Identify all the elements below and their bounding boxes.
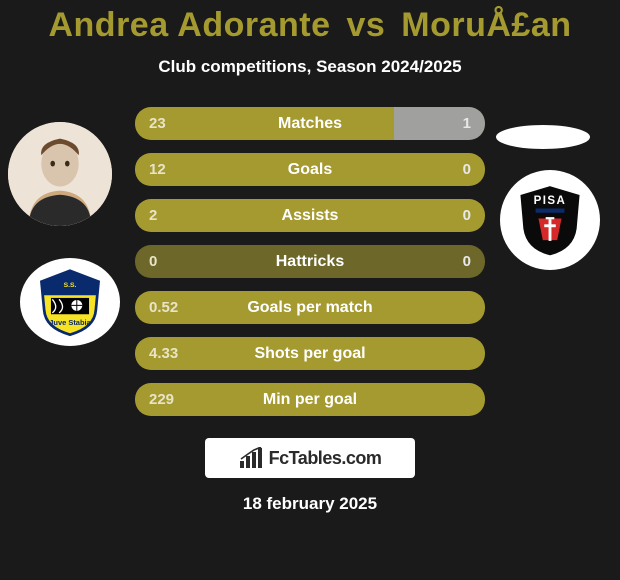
title-vs: vs [347, 6, 386, 44]
club-badge-juve-stabia-icon: S.S. Juve Stabia [36, 268, 104, 336]
stat-row: Hattricks0 0 [135, 245, 485, 278]
footer-logo: FcTables.com [205, 438, 415, 478]
subtitle: Club competitions, Season 2024/2025 [0, 57, 620, 77]
title-player2: MoruÅ£an [401, 6, 571, 44]
stat-value-right: 0 [463, 199, 471, 232]
stat-value-right: 0 [463, 153, 471, 186]
stat-label: Goals per match [135, 291, 485, 324]
bar-chart-icon [239, 447, 263, 469]
stat-row: Min per goal229 [135, 383, 485, 416]
club-badge-pisa-icon: PISA [514, 184, 586, 256]
stat-value-left: 229 [149, 383, 174, 416]
svg-text:S.S.: S.S. [64, 282, 77, 289]
avatar-placeholder-icon [8, 122, 112, 226]
stat-label: Assists [135, 199, 485, 232]
stat-value-left: 4.33 [149, 337, 178, 370]
footer-logo-text: FcTables.com [269, 448, 382, 469]
stat-label: Hattricks [135, 245, 485, 278]
comparison-card: Andrea Adorante vs MoruÅ£an Club competi… [0, 0, 620, 580]
stat-row: Shots per goal4.33 [135, 337, 485, 370]
page-title: Andrea Adorante vs MoruÅ£an [0, 6, 620, 45]
player2-club-badge: PISA [500, 170, 600, 270]
stat-value-right: 1 [463, 107, 471, 140]
player2-avatar [496, 125, 590, 149]
stat-row: Matches23 1 [135, 107, 485, 140]
title-player1: Andrea Adorante [48, 6, 330, 44]
stats-grid: Matches231Goals120Assists20Hattricks00Go… [135, 107, 485, 416]
stat-value-left: 0.52 [149, 291, 178, 324]
svg-text:Juve Stabia: Juve Stabia [49, 318, 91, 327]
stat-value-right: 0 [463, 245, 471, 278]
stat-label: Min per goal [135, 383, 485, 416]
stat-value-left: 2 [149, 199, 157, 232]
player1-avatar [8, 122, 112, 226]
stat-label: Matches [135, 107, 485, 140]
stat-row: Assists2 0 [135, 199, 485, 232]
footer-date: 18 february 2025 [0, 494, 620, 514]
player1-club-badge: S.S. Juve Stabia [20, 258, 120, 346]
stat-row: Goals per match0.52 [135, 291, 485, 324]
svg-text:PISA: PISA [534, 195, 567, 207]
stat-row: Goals12 0 [135, 153, 485, 186]
stat-value-left: 12 [149, 153, 166, 186]
stat-label: Goals [135, 153, 485, 186]
stat-value-left: 23 [149, 107, 166, 140]
stat-value-left: 0 [149, 245, 157, 278]
stat-label: Shots per goal [135, 337, 485, 370]
